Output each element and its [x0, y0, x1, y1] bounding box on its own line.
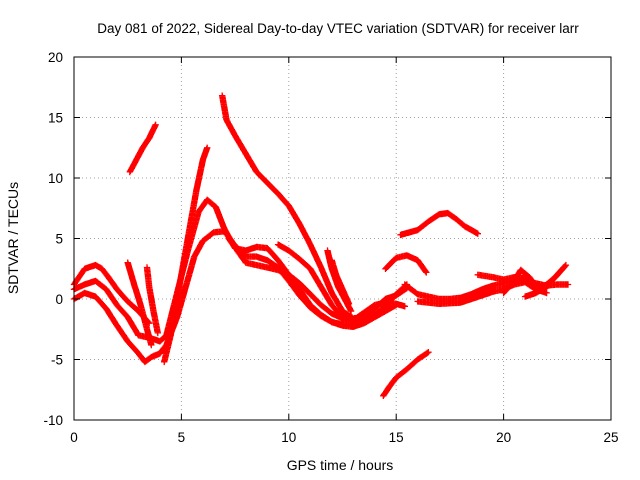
x-tick-label: 10 [281, 430, 296, 445]
series-s5 [219, 92, 368, 322]
y-tick-label: -10 [43, 413, 63, 428]
series-markers [126, 121, 159, 176]
series-markers [328, 257, 353, 307]
series-s16 [380, 349, 432, 399]
series-s15 [397, 209, 481, 239]
series-layer [70, 92, 572, 399]
series-markers [219, 92, 368, 322]
grid-lines [74, 57, 611, 420]
x-tick-label: 20 [496, 430, 511, 445]
series-markers [521, 261, 570, 300]
series-s12 [328, 257, 353, 307]
series-markers [397, 209, 481, 239]
series-markers [161, 144, 211, 366]
y-tick-label: 15 [48, 111, 63, 126]
series-s21 [521, 261, 570, 300]
series-markers [354, 299, 408, 321]
series-markers [124, 259, 155, 349]
series-s13 [354, 299, 408, 321]
y-axis-label: SDTVAR / TECUs [5, 182, 21, 294]
x-tick-label: 15 [389, 430, 404, 445]
x-tick-label: 0 [70, 430, 78, 445]
series-s9 [124, 259, 155, 349]
y-tick-label: 5 [55, 232, 63, 247]
y-tick-label: -5 [51, 353, 63, 368]
axis-ticks: 0 5 10 15 20 25 -10 -5 0 5 10 15 20 [43, 50, 618, 445]
y-tick-label: 10 [48, 171, 63, 186]
y-tick-label: 20 [48, 50, 63, 65]
x-tick-label: 25 [603, 430, 618, 445]
series-s10 [143, 264, 161, 337]
x-tick-label: 5 [178, 430, 186, 445]
series-s3 [161, 144, 211, 366]
series-markers [382, 252, 430, 276]
series-markers [380, 349, 432, 399]
series-markers [143, 264, 161, 337]
chart-title: Day 081 of 2022, Sidereal Day-to-day VTE… [97, 21, 579, 36]
series-s14 [382, 252, 430, 276]
x-axis-label: GPS time / hours [287, 457, 394, 473]
series-s4 [126, 121, 159, 176]
y-tick-label: 0 [55, 292, 63, 307]
